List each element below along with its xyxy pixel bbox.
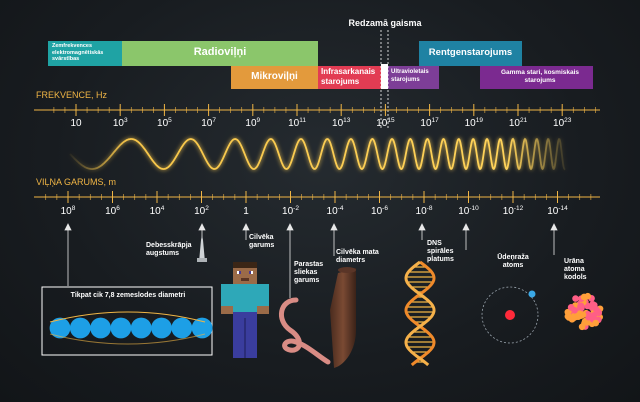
frequency-tick-label: 103: [113, 117, 128, 129]
earth-circles: [49, 317, 213, 339]
spectrum-bands: [48, 30, 593, 130]
wavelength-tick-label: 10-6: [371, 205, 388, 217]
wavelength-tick-label: 104: [150, 205, 165, 217]
wavelength-tick-label: 10-10: [458, 205, 479, 217]
earth-wave: [49, 311, 206, 323]
nucleon: [590, 311, 598, 319]
frequency-tick-label: 1017: [420, 117, 439, 129]
uranium-label: Urāna atoma kodols: [564, 258, 587, 281]
band-label-xray: Rentgenstarojums: [428, 47, 513, 58]
frequency-tick-label: 1023: [553, 117, 572, 129]
band-label-ultraviolet: Ultravioletais starojums: [391, 69, 429, 83]
band-infrared: [318, 66, 381, 89]
earthworm-icon: [279, 297, 331, 365]
band-microwave: [231, 66, 318, 89]
nucleon: [571, 307, 578, 314]
frequency-tick-label: 1013: [332, 117, 351, 129]
frequency-tick-label: 105: [157, 117, 172, 129]
wavelength-tick-label: 10-2: [282, 205, 299, 217]
band-label-microwave: Mikroviļņi: [251, 71, 298, 82]
human-label: Cilvēka garums: [249, 234, 275, 249]
dna-label: DNS spirāles platums: [427, 240, 454, 263]
band-label-gamma: Gamma stari, kosmiskais starojums: [500, 69, 580, 84]
band-ultraviolet: [388, 66, 439, 89]
wavelength-tick-label: 106: [105, 205, 120, 217]
uranium-nucleus-icon: [564, 292, 604, 331]
wavelength-tick-label: 102: [194, 205, 209, 217]
band-label-infrared: Infrasarkanais starojums: [321, 67, 376, 86]
frequency-tick-label: 1019: [465, 117, 484, 129]
nucleon: [592, 319, 600, 327]
frequency-tick-label: 107: [201, 117, 216, 129]
nucleon: [565, 314, 573, 321]
band-label-zemfrekvences: Zemfrekvences elektromagnētiskās svārstī…: [52, 43, 104, 62]
earth-circle: [110, 317, 132, 339]
band-label-radio: Radioviļņi: [193, 46, 247, 58]
human-figure-icon: [221, 262, 269, 358]
wavelength-axis: 108 106 104 102 1 10-2 10-4 10-6 10-8 10-10 10-12 1…: [34, 191, 600, 217]
frequency-tick-label: 1011: [288, 117, 306, 129]
frequency-axis: 10 103 105 107 109 1011 1013 1015 1017 1019 1021 10…: [34, 104, 600, 129]
earth-circle: [49, 317, 71, 339]
nucleon: [578, 323, 586, 331]
earth-circle: [191, 317, 213, 339]
visible-light-label: Redzamā gaisma: [348, 18, 422, 28]
nucleon: [577, 302, 585, 310]
frequency-tick-label: 109: [245, 117, 260, 129]
earth-label: Tikpat cik 7,8 zemeslodes diametri: [70, 292, 186, 299]
worm-label: Parastas sliekas garums: [294, 261, 324, 284]
em-wave: [69, 137, 566, 171]
hair-label: Cilvēka mata diametrs: [336, 249, 379, 264]
dna-helix-icon: [404, 260, 436, 367]
frequency-axis-label: FREKVENCE, Hz: [36, 90, 108, 100]
wavelength-tick-label: 10-14: [547, 205, 568, 217]
hydrogen-label: Ūdeņraža atoms: [497, 254, 529, 269]
hydrogen-atom-icon: [481, 286, 539, 344]
earth-circle: [130, 317, 152, 339]
frequency-tick-label: 1021: [509, 117, 528, 129]
band-visible: [381, 64, 388, 89]
frequency-tick-label: 10: [70, 118, 82, 129]
wavelength-tick-label: 1: [243, 206, 249, 217]
earth-circle: [69, 317, 91, 339]
earth-circle: [151, 317, 172, 339]
skyscraper-label: Debesskrāpja augstums: [146, 242, 192, 257]
nucleon: [575, 313, 582, 320]
earth-diameters-box: [41, 286, 213, 356]
nucleon: [580, 293, 588, 301]
band-xray: [419, 41, 522, 66]
frequency-tick-label: 1015: [376, 117, 395, 129]
dna-strand: [404, 260, 436, 367]
nucleon: [584, 310, 592, 318]
band-radio: [122, 41, 318, 66]
wavelength-tick-label: 10-8: [416, 205, 433, 217]
pointer-lines: [64, 223, 558, 298]
skyscraper-icon: [197, 235, 207, 262]
wavelength-tick-label: 108: [61, 205, 76, 217]
nucleon: [592, 305, 600, 313]
band-zemfrekvences: [48, 41, 122, 66]
earth-circle: [90, 317, 111, 339]
wavelength-tick-label: 10-4: [327, 205, 344, 217]
hair-icon: [330, 267, 356, 368]
dna-strand: [404, 260, 436, 367]
nucleon: [572, 295, 579, 302]
wavelength-axis-label: VIĻŅA GARUMS, m: [36, 177, 117, 187]
wavelength-tick-label: 10-12: [503, 205, 524, 217]
earth-circle: [171, 317, 193, 339]
band-gamma: [480, 66, 593, 89]
